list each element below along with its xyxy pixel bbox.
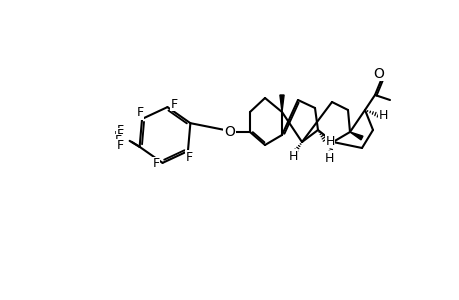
Text: F: F	[113, 130, 120, 143]
Text: H: H	[288, 150, 297, 163]
Text: F: F	[117, 128, 124, 141]
Text: F: F	[136, 106, 143, 119]
Text: O: O	[373, 67, 384, 80]
Text: F: F	[170, 98, 178, 111]
Polygon shape	[349, 132, 362, 140]
Text: O: O	[224, 125, 235, 139]
Text: F: F	[116, 136, 123, 149]
Text: H: H	[378, 109, 387, 122]
Polygon shape	[279, 95, 284, 112]
Text: F: F	[115, 134, 122, 147]
Text: F: F	[117, 139, 124, 152]
Text: F: F	[152, 158, 159, 170]
Text: F: F	[185, 151, 192, 164]
Text: H: H	[324, 152, 333, 165]
Text: H: H	[325, 134, 334, 148]
Text: F: F	[116, 124, 123, 137]
